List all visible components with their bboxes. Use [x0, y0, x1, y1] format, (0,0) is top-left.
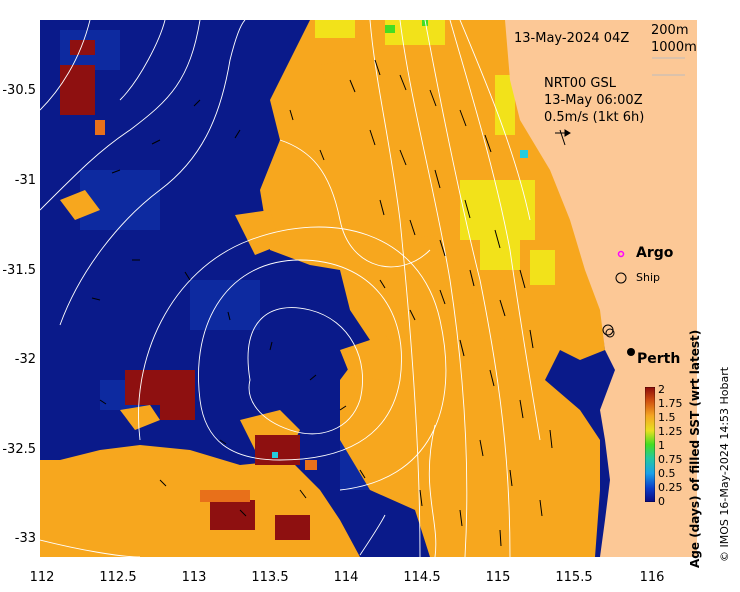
colorbar-tick: 2 — [658, 383, 665, 396]
depth-1000m-label: 1000m — [651, 40, 697, 55]
y-tick-label: -32 — [14, 352, 36, 367]
x-tick-label: 113.5 — [251, 570, 289, 585]
x-tick-label: 115.5 — [555, 570, 593, 585]
y-tick-label: -30.5 — [2, 83, 36, 98]
map-plot-area — [40, 20, 697, 557]
colorbar-tick: 0.5 — [658, 467, 676, 480]
ship-legend-label: Ship — [636, 271, 660, 284]
x-tick-label: 114.5 — [403, 570, 441, 585]
colorbar-tick: 1.75 — [658, 397, 683, 410]
x-tick-label: 113 — [181, 570, 207, 585]
x-tick-label: 115 — [485, 570, 511, 585]
y-tick-label: -31 — [14, 173, 36, 188]
colorbar-gradient — [645, 387, 655, 502]
map-canvas — [40, 20, 697, 557]
current-arrows — [91, 59, 566, 547]
y-tick-label: -32.5 — [2, 442, 36, 457]
perth-marker-icon — [627, 348, 635, 356]
ship-marker-icon — [615, 272, 627, 284]
argo-legend-label: Argo — [636, 245, 674, 261]
colorbar-tick: 0.25 — [658, 481, 683, 494]
argo-marker-icon — [617, 250, 625, 258]
x-tick-label: 114 — [333, 570, 359, 585]
y-tick-label: -33 — [14, 531, 36, 546]
depth-200m-label: 200m — [651, 23, 689, 38]
current-time-label: 13-May 06:00Z — [544, 93, 643, 108]
sst-brown-patches — [95, 120, 317, 502]
colorbar-tick: 0.75 — [658, 453, 683, 466]
current-source-label: NRT00 GSL — [544, 76, 616, 91]
colorbar-tick: 1.25 — [658, 425, 683, 438]
sst-small-spots — [272, 20, 528, 458]
current-scale-arrow — [555, 129, 571, 137]
y-tick-label: -31.5 — [2, 263, 36, 278]
depth-legend-lines — [652, 57, 685, 76]
x-tick-label: 112 — [29, 570, 55, 585]
colorbar-tick: 1 — [658, 439, 665, 452]
colorbar-title: Age (days) of filled SST (wrt latest) — [688, 329, 702, 568]
colorbar-tick: 1.5 — [658, 411, 676, 424]
colorbar-tick: 0 — [658, 495, 665, 508]
ship-track — [602, 324, 615, 338]
date-label: 13-May-2024 04Z — [514, 31, 630, 46]
x-tick-label: 112.5 — [99, 570, 137, 585]
sst-red-patches — [60, 40, 310, 540]
current-scale-label: 0.5m/s (1kt 6h) — [544, 110, 645, 125]
x-tick-label: 116 — [639, 570, 665, 585]
credit-label: © IMOS 16-May-2024 14:53 Hobart — [718, 366, 731, 562]
contour-lines — [40, 20, 541, 557]
city-label: Perth — [637, 351, 681, 367]
